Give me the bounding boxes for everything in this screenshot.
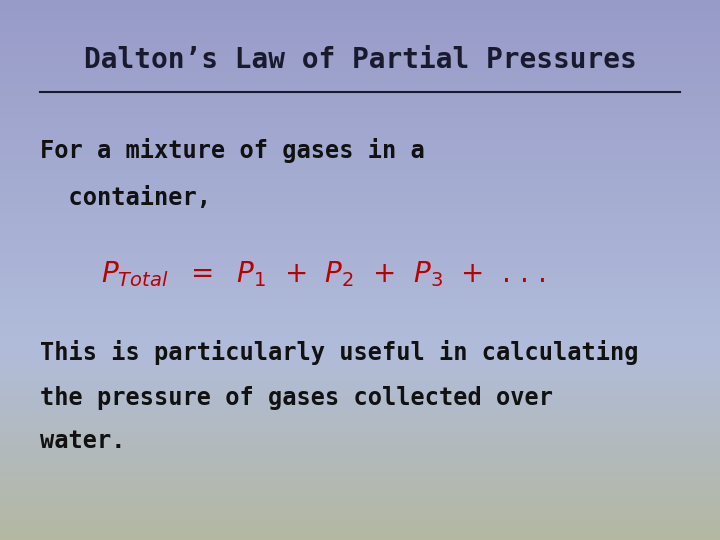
Text: container,: container, (40, 186, 210, 210)
Text: $\mathit{P}_{\mathit{Total}}$  $=$  $\mathit{P}_{1}$  $+$  $\mathit{P}_{2}$  $+$: $\mathit{P}_{\mathit{Total}}$ $=$ $\math… (101, 259, 545, 289)
Text: This is particularly useful in calculating: This is particularly useful in calculati… (40, 340, 638, 365)
Text: Dalton’s Law of Partial Pressures: Dalton’s Law of Partial Pressures (84, 46, 636, 74)
Text: the pressure of gases collected over: the pressure of gases collected over (40, 386, 553, 410)
Text: For a mixture of gases in a: For a mixture of gases in a (40, 138, 424, 163)
Text: water.: water. (40, 429, 125, 453)
